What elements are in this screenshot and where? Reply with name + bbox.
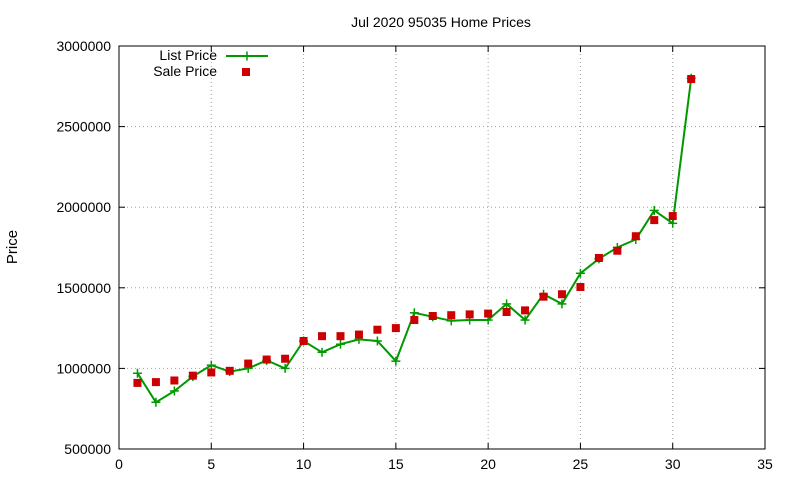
sale-price-point <box>391 324 400 333</box>
sale-price-point <box>262 355 271 364</box>
sale-price-point <box>576 282 585 291</box>
y-tick-label: 1500000 <box>56 280 111 296</box>
sale-price-point <box>613 246 622 255</box>
list-price-point <box>649 205 659 215</box>
sale-price-point <box>484 309 493 318</box>
legend-label-sale-price: Sale Price <box>153 63 217 79</box>
sale-price-point <box>299 336 308 345</box>
x-tick-label: 10 <box>296 456 312 472</box>
grid <box>119 46 765 449</box>
sale-price-point <box>521 306 530 315</box>
chart-title: Jul 2020 95035 Home Prices <box>351 14 531 30</box>
sale-price-point <box>428 312 437 321</box>
y-tick-label: 2000000 <box>56 199 111 215</box>
list-price-point <box>520 315 530 325</box>
list-price-point <box>169 386 179 396</box>
list-price-point <box>132 368 142 378</box>
list-price-point <box>409 308 419 318</box>
list-price-point <box>502 299 512 309</box>
sale-price-point <box>465 310 474 319</box>
sale-price-point <box>244 359 253 368</box>
list-price-point <box>206 360 216 370</box>
list-price-point <box>575 268 585 278</box>
y-tick-label: 1000000 <box>56 360 111 376</box>
sale-price-point <box>650 216 659 225</box>
legend-marker-list-price <box>242 51 252 61</box>
plot-frame <box>118 45 766 450</box>
list-price-point <box>335 339 345 349</box>
sale-price-point <box>207 368 216 377</box>
list-price-point <box>668 218 678 228</box>
sale-price-point <box>668 212 677 221</box>
y-axis-label: Price <box>4 230 21 264</box>
x-axis: 0 5 10 15 20 25 30 35 <box>115 46 773 472</box>
list-price-point <box>317 347 327 357</box>
sale-price-point <box>281 354 290 363</box>
x-tick-label: 5 <box>207 456 215 472</box>
list-price-point <box>372 336 382 346</box>
legend-label-list-price: List Price <box>159 47 217 63</box>
x-tick-label: 35 <box>757 456 773 472</box>
x-tick-label: 30 <box>665 456 681 472</box>
sale-price-point <box>557 290 566 299</box>
sale-price-point <box>354 330 363 339</box>
series-area <box>132 73 696 407</box>
sale-price-point <box>373 325 382 334</box>
x-tick-label: 25 <box>573 456 589 472</box>
sale-price-point <box>447 311 456 320</box>
series-list-price-line <box>136 78 693 404</box>
x-tick-label: 20 <box>480 456 496 472</box>
sale-price-point <box>318 332 327 341</box>
legend-sample-sale-price <box>242 68 250 76</box>
sale-price-point <box>539 292 548 301</box>
sale-price-point <box>225 366 234 375</box>
sale-price-point <box>151 378 160 387</box>
list-price-point <box>280 363 290 373</box>
sale-price-point <box>502 307 511 316</box>
sale-price-point <box>631 232 640 241</box>
list-price-point <box>557 299 567 309</box>
legend: List Price Sale Price <box>153 47 268 79</box>
sale-price-point <box>687 75 696 84</box>
list-price-point <box>391 356 401 366</box>
sale-price-point <box>410 316 419 325</box>
x-tick-label: 0 <box>115 456 123 472</box>
sale-price-point <box>336 332 345 341</box>
sale-price-point <box>594 253 603 262</box>
list-price-point <box>151 397 161 407</box>
y-tick-label: 2500000 <box>56 119 111 135</box>
y-tick-label: 500000 <box>64 441 111 457</box>
y-tick-label: 3000000 <box>56 38 111 54</box>
y-axis: 500000 1000000 1500000 2000000 2500000 300000… <box>56 38 765 457</box>
sale-price-point <box>188 371 197 380</box>
sale-price-point <box>133 378 142 387</box>
sale-price-point <box>170 376 179 385</box>
x-tick-label: 15 <box>388 456 404 472</box>
